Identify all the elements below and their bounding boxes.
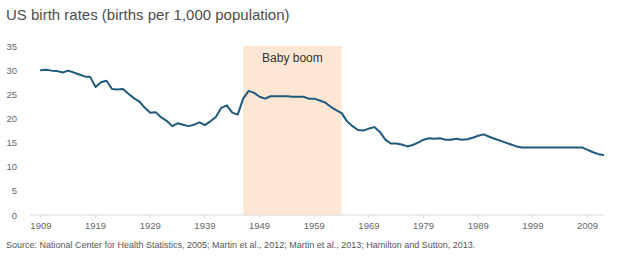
y-tick (19, 166, 21, 167)
x-tick-label: 2009 (577, 220, 598, 231)
y-tick-label: 0 (12, 210, 17, 221)
x-tick (368, 215, 369, 218)
x-tick (204, 215, 205, 218)
y-tick-label: 10 (6, 161, 17, 172)
chart: US birth rates (births per 1,000 populat… (0, 0, 624, 266)
x-tick-label: 1949 (249, 220, 270, 231)
y-tick (19, 46, 21, 47)
line (41, 70, 604, 155)
y-tick-label: 35 (6, 41, 17, 52)
x-tick-label: 1939 (194, 220, 215, 231)
x-tick (478, 215, 479, 218)
x-tick (314, 215, 315, 218)
y-tick (19, 142, 21, 143)
x-tick-label: 1909 (30, 220, 51, 231)
annotation-band (243, 46, 341, 215)
y-tick-label: 30 (6, 65, 17, 76)
y-tick-label: 25 (6, 89, 17, 100)
x-tick-label: 1969 (358, 220, 379, 231)
x-tick (423, 215, 424, 218)
y-tick (19, 215, 21, 216)
x-tick (532, 215, 533, 218)
annotation-label: Baby boom (262, 51, 323, 65)
x-tick-label: 1999 (522, 220, 543, 231)
y-tick (19, 118, 21, 119)
x-tick-label: 1929 (140, 220, 161, 231)
x-tick (95, 215, 96, 218)
x-tick (150, 215, 151, 218)
x-tick (587, 215, 588, 218)
x-tick-label: 1959 (304, 220, 325, 231)
x-axis-line (30, 215, 604, 216)
x-tick-label: 1979 (413, 220, 434, 231)
y-tick-label: 15 (6, 137, 17, 148)
x-tick (259, 215, 260, 218)
plot-area (41, 46, 604, 215)
x-tick (40, 215, 41, 218)
source: Source: National Center for Health Stati… (6, 240, 475, 250)
y-tick (19, 190, 21, 191)
title: US birth rates (births per 1,000 populat… (6, 6, 289, 23)
x-tick-label: 1989 (468, 220, 489, 231)
x-tick-label: 1919 (85, 220, 106, 231)
y-tick (19, 94, 21, 95)
y-tick (19, 70, 21, 71)
y-tick-label: 5 (12, 185, 17, 196)
y-tick-label: 20 (6, 113, 17, 124)
